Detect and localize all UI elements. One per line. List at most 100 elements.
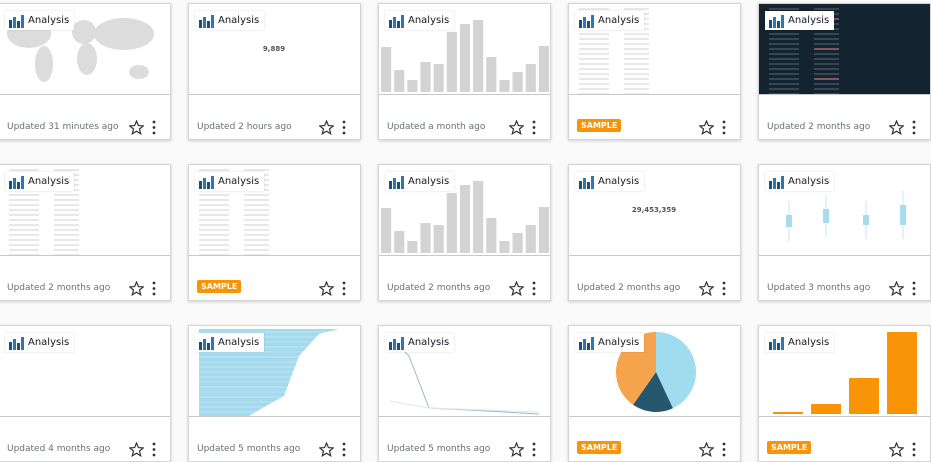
card[interactable]: Analysis SAMPLE — [568, 3, 741, 140]
menu-dot — [532, 287, 536, 290]
favorite-star[interactable] — [319, 442, 334, 457]
analysis-tag: Analysis — [765, 172, 835, 191]
more-menu[interactable] — [531, 120, 537, 135]
updated-text: Updated 5 months ago — [387, 444, 491, 454]
analysis-label: Analysis — [788, 337, 830, 348]
more-menu[interactable] — [721, 281, 727, 296]
favorite-star[interactable] — [319, 120, 334, 135]
favorite-star[interactable] — [129, 120, 144, 135]
more-menu[interactable] — [531, 281, 537, 296]
card[interactable]: Analysis SAMPLE — [758, 325, 931, 462]
icon-bar — [587, 342, 590, 350]
card[interactable]: Analysis Updated 2 months ago — [758, 3, 931, 140]
icon-bar — [17, 181, 20, 189]
thumbnail — [759, 326, 930, 417]
icon-bar — [17, 342, 20, 350]
thumb-bar — [420, 223, 431, 253]
analysis-label: Analysis — [28, 176, 70, 187]
updated-text: Updated 3 months ago — [767, 283, 871, 293]
more-menu[interactable] — [341, 120, 347, 135]
map-shape — [129, 65, 149, 79]
more-menu[interactable] — [151, 120, 157, 135]
sample-badge: SAMPLE — [577, 441, 622, 454]
icon-bar — [13, 338, 16, 350]
favorite-star[interactable] — [699, 442, 714, 457]
more-menu[interactable] — [341, 442, 347, 457]
card[interactable]: Analysis Updated 31 minutes ago — [0, 3, 171, 140]
icon-bar — [17, 20, 20, 28]
thumb-bar — [512, 72, 523, 92]
favorite-star[interactable] — [699, 281, 714, 296]
icon-bar — [211, 175, 214, 189]
icon-bar — [587, 181, 590, 189]
more-menu[interactable] — [721, 120, 727, 135]
card[interactable]: Analysis Updated 5 months ago — [378, 325, 551, 462]
card[interactable]: 9,889 Analysis Updated 2 hours ago — [188, 3, 361, 140]
menu-dot — [342, 292, 346, 296]
menu-dot — [532, 292, 536, 296]
analysis-tag: Analysis — [765, 333, 835, 352]
menu-dot — [532, 126, 536, 129]
icon-bar — [777, 342, 780, 350]
icon-bar — [781, 175, 784, 189]
updated-text: Updated 2 months ago — [577, 283, 681, 293]
menu-dot — [342, 126, 346, 129]
card[interactable]: Analysis Updated 3 months ago — [758, 164, 931, 301]
star-shape — [889, 442, 904, 457]
thumb-bar — [420, 62, 431, 92]
menu-dot — [152, 126, 156, 129]
icon-bar — [587, 20, 590, 28]
menu-dot — [342, 131, 346, 135]
menu-dot — [152, 287, 156, 290]
favorite-star[interactable] — [319, 281, 334, 296]
analysis-tag: Analysis — [5, 333, 75, 352]
thumb-bar — [849, 378, 879, 414]
more-menu[interactable] — [531, 442, 537, 457]
analysis-icon — [389, 14, 404, 28]
favorite-star[interactable] — [129, 281, 144, 296]
thumb-bar — [459, 185, 471, 253]
analysis-label: Analysis — [598, 15, 640, 26]
card[interactable]: Analysis Updated 4 months ago — [0, 325, 171, 462]
analysis-tag: Analysis — [575, 333, 645, 352]
kpi-value: 29,453,359 — [632, 206, 676, 214]
icon-bar — [13, 16, 16, 28]
more-menu[interactable] — [721, 442, 727, 457]
more-menu[interactable] — [911, 120, 917, 135]
more-menu[interactable] — [151, 442, 157, 457]
favorite-star[interactable] — [889, 120, 904, 135]
card[interactable]: Analysis Updated 2 months ago — [0, 164, 171, 301]
analysis-tag: Analysis — [385, 11, 455, 30]
card[interactable]: Analysis SAMPLE — [568, 325, 741, 462]
menu-dot — [912, 448, 916, 451]
menu-dot — [912, 126, 916, 129]
favorite-star[interactable] — [889, 281, 904, 296]
favorite-star[interactable] — [129, 442, 144, 457]
more-menu[interactable] — [151, 281, 157, 296]
icon-bar — [583, 16, 586, 28]
favorite-star[interactable] — [509, 281, 524, 296]
card[interactable]: Analysis Updated 5 months ago — [188, 325, 361, 462]
analysis-icon — [9, 175, 24, 189]
card[interactable]: Analysis SAMPLE — [188, 164, 361, 301]
box — [786, 215, 792, 227]
menu-dot — [342, 281, 346, 285]
favorite-star[interactable] — [699, 120, 714, 135]
thumb-bar — [433, 64, 444, 92]
thumb-bar — [473, 20, 484, 92]
card[interactable]: Analysis Updated 2 months ago — [378, 164, 551, 301]
more-menu[interactable] — [911, 442, 917, 457]
card[interactable]: 29,453,359 Analysis Updated 2 months ago — [568, 164, 741, 301]
card[interactable]: Analysis Updated a month ago — [378, 3, 551, 140]
more-menu[interactable] — [911, 281, 917, 296]
star-shape — [509, 120, 524, 135]
favorite-star[interactable] — [509, 442, 524, 457]
menu-dot — [722, 126, 726, 129]
favorite-star[interactable] — [509, 120, 524, 135]
favorite-star[interactable] — [889, 442, 904, 457]
icon-bar — [591, 336, 594, 350]
icon-bar — [583, 177, 586, 189]
menu-dot — [532, 120, 536, 124]
star-shape — [699, 120, 714, 135]
more-menu[interactable] — [341, 281, 347, 296]
